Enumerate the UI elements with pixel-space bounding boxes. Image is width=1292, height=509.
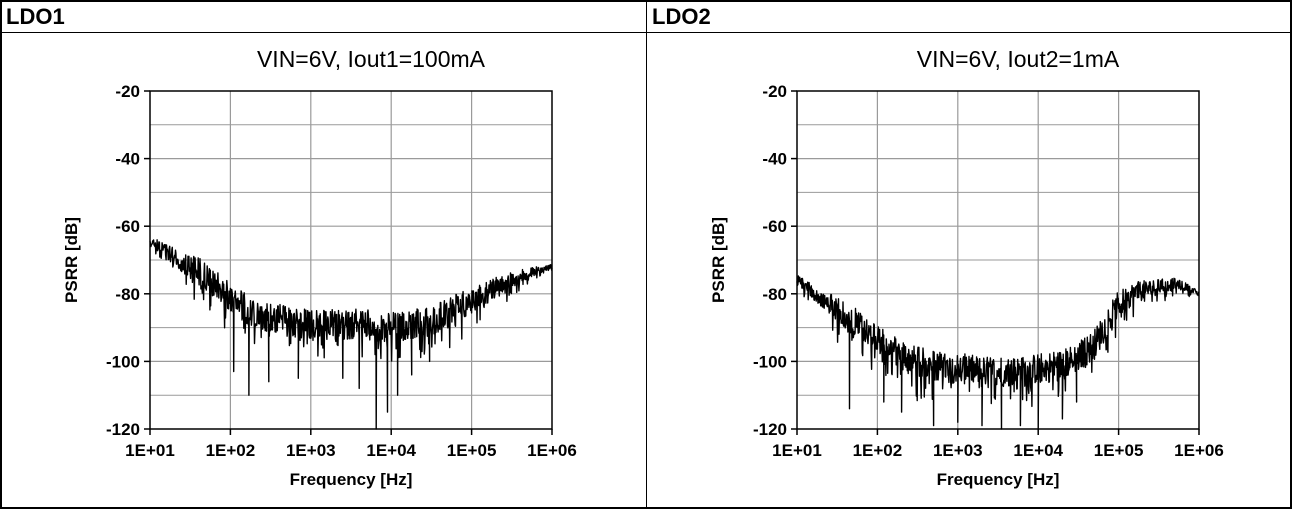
x-tick-label: 1E+01: [125, 441, 175, 460]
y-tick-label: -60: [115, 217, 140, 236]
x-tick-label: 1E+03: [933, 441, 983, 460]
plot-frame: [796, 90, 1200, 430]
psrr-chart-ldo1: VIN=6V, Iout1=100mA -20 -40 -60 -80 -100 -120 1…: [62, 46, 577, 489]
x-tick-label: 1E+06: [527, 441, 577, 460]
y-tick-label: -20: [115, 82, 140, 101]
x-tick-label: 1E+04: [1013, 441, 1063, 460]
y-tick-label: -60: [762, 217, 787, 236]
y-tick-label: -20: [762, 82, 787, 101]
x-tick-label: 1E+02: [853, 441, 903, 460]
y-tick-label: -40: [762, 150, 787, 169]
y-tick-label: -80: [115, 285, 140, 304]
x-tick-label: 1E+01: [772, 441, 822, 460]
x-axis-label: Frequency [Hz]: [290, 470, 413, 489]
x-axis-label: Frequency [Hz]: [937, 470, 1060, 489]
series-line: [796, 275, 1200, 430]
series-line: [149, 239, 553, 430]
x-tick-label: 1E+05: [1094, 441, 1144, 460]
y-tick-label: -120: [106, 420, 140, 439]
y-tick-label: -40: [115, 150, 140, 169]
chart-title: VIN=6V, Iout2=1mA: [917, 46, 1120, 72]
x-tick-label: 1E+05: [447, 441, 497, 460]
x-tick-label: 1E+03: [286, 441, 336, 460]
x-tick-label: 1E+06: [1174, 441, 1224, 460]
psrr-chart-ldo2: VIN=6V, Iout2=1mA -20 -40 -60 -80 -100 -120 1E+…: [709, 46, 1224, 489]
table-column-divider: [646, 0, 647, 509]
y-tick-label: -120: [753, 420, 787, 439]
y-tick-label: -80: [762, 285, 787, 304]
y-tick-label: -100: [106, 352, 140, 371]
y-axis-label: PSRR [dB]: [62, 217, 81, 303]
table-border-left: [0, 0, 2, 509]
x-tick-label: 1E+04: [366, 441, 416, 460]
chart-title: VIN=6V, Iout1=100mA: [257, 46, 486, 72]
table-border-right: [1290, 0, 1292, 509]
y-tick-label: -100: [753, 352, 787, 371]
y-axis-label: PSRR [dB]: [709, 217, 728, 303]
panel-header-ldo2: LDO2: [652, 4, 711, 29]
plot-frame: [149, 90, 553, 430]
x-tick-label: 1E+02: [206, 441, 256, 460]
panel-header-ldo1: LDO1: [6, 4, 65, 29]
